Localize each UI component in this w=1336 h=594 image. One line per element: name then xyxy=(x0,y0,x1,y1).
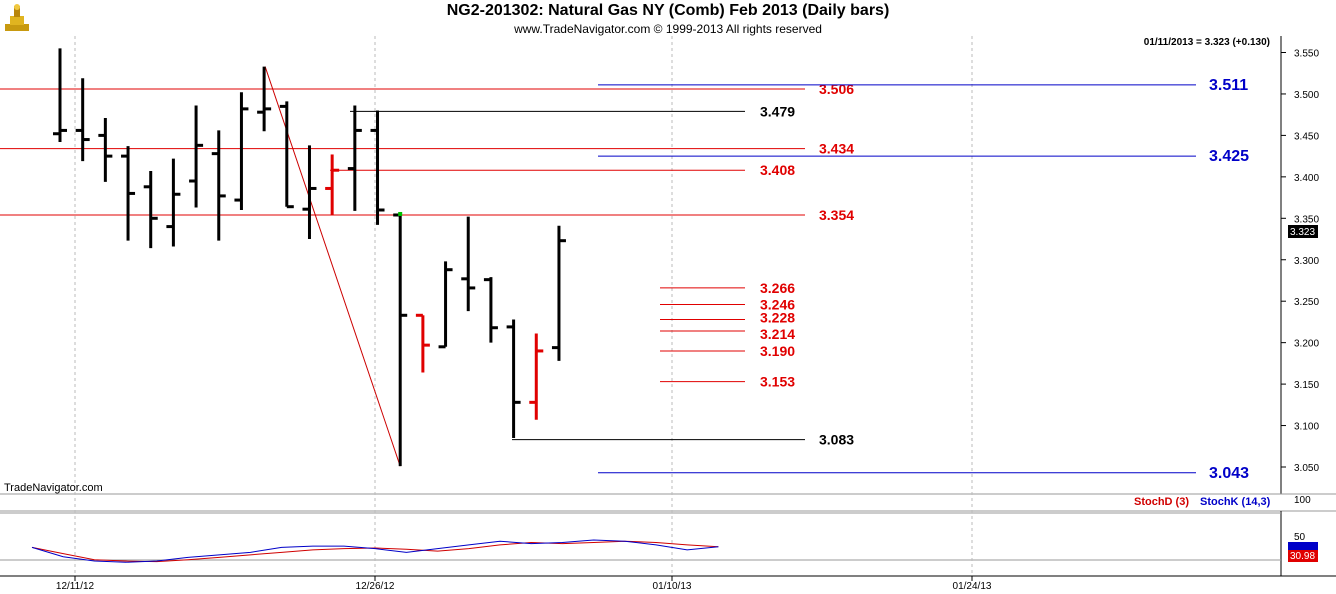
last-price-tag: 3.323 xyxy=(1290,227,1315,238)
ohlc-bar xyxy=(143,171,158,249)
signal-marker xyxy=(398,211,403,216)
ohlc-bar xyxy=(189,105,204,208)
ohlc-bar xyxy=(53,48,67,143)
level-label-3.228: 3.228 xyxy=(760,309,795,325)
stoch-line-stochk xyxy=(31,539,719,563)
legend-stochd: StochD (3) xyxy=(1134,496,1189,508)
ohlc-bar xyxy=(415,313,430,373)
stoch-value-tag: 30.98 xyxy=(1290,551,1315,562)
price-tick-label: 3.550 xyxy=(1294,49,1319,60)
ohlc-bar xyxy=(438,261,453,349)
level-label-3.214: 3.214 xyxy=(760,326,795,342)
ohlc-bar xyxy=(121,146,136,241)
ohlc-bar xyxy=(211,130,226,241)
ohlc-bar xyxy=(370,110,385,225)
stoch-tick-50: 50 xyxy=(1294,532,1306,543)
copyright-text: www.TradeNavigator.com © 1999-2013 All r… xyxy=(514,22,822,36)
price-tick-label: 3.200 xyxy=(1294,339,1319,350)
date-axis: 12/11/12 12/26/12 01/10/13 01/24/13 xyxy=(56,576,992,592)
ohlc-bar xyxy=(325,154,340,215)
ohlc-bar xyxy=(529,333,544,420)
level-label-3.408: 3.408 xyxy=(760,162,795,178)
level-label-3.266: 3.266 xyxy=(760,280,795,296)
ohlc-bar xyxy=(393,213,408,467)
price-tick-label: 3.350 xyxy=(1294,214,1319,225)
last-price-tag-bg xyxy=(1288,225,1318,238)
ohlc-bar xyxy=(461,216,476,312)
ohlc-bar xyxy=(98,117,113,182)
level-lines: 3.506 3.434 3.354 3.479 3.408 3.2663.2463.228… xyxy=(0,77,1249,482)
ohlc-bar xyxy=(551,225,566,361)
ohlc-bar xyxy=(75,78,90,162)
trade-navigator-logo-icon xyxy=(5,4,29,31)
chart-title: NG2-201302: Natural Gas NY (Comb) Feb 20… xyxy=(446,2,890,19)
level-label-3.190: 3.190 xyxy=(760,343,795,359)
stoch-k-tag xyxy=(1288,542,1318,550)
ohlc-bar xyxy=(279,101,294,209)
date-tick-label: 12/11/12 xyxy=(56,581,95,592)
ohlc-bar xyxy=(234,92,249,211)
date-tick-label: 12/26/12 xyxy=(356,581,395,592)
ohlc-bar xyxy=(302,145,317,240)
level-label-3.425: 3.425 xyxy=(1209,148,1249,165)
ohlc-bars xyxy=(53,48,566,467)
date-tick-label: 01/24/13 xyxy=(953,581,992,592)
level-label-3.434: 3.434 xyxy=(819,141,854,157)
price-tick-label: 3.400 xyxy=(1294,173,1319,184)
level-label-3.506: 3.506 xyxy=(819,81,854,97)
price-tick-label: 3.150 xyxy=(1294,380,1319,391)
level-label-3.511: 3.511 xyxy=(1209,77,1248,94)
level-label-3.153: 3.153 xyxy=(760,374,795,390)
price-tick-label: 3.450 xyxy=(1294,131,1319,142)
ohlc-bar xyxy=(506,319,521,438)
ohlc-bar xyxy=(166,158,181,247)
level-label-3.479: 3.479 xyxy=(760,103,795,119)
legend-stochk: StochK (14,3) xyxy=(1200,496,1271,508)
level-label-3.043: 3.043 xyxy=(1209,465,1249,482)
last-quote: 01/11/2013 = 3.323 (+0.130) xyxy=(1143,37,1270,48)
brand-label: TradeNavigator.com xyxy=(4,482,103,494)
stoch-tick-100: 100 xyxy=(1294,495,1311,506)
price-tick-label: 3.500 xyxy=(1294,90,1319,101)
level-label-3.246: 3.246 xyxy=(760,297,795,313)
vertical-gridlines xyxy=(74,36,973,576)
price-tick-label: 3.250 xyxy=(1294,297,1319,308)
price-tick-label: 3.100 xyxy=(1294,422,1319,433)
stoch-d-tag xyxy=(1288,550,1318,562)
price-tick-label: 3.300 xyxy=(1294,256,1319,267)
level-label-3.083: 3.083 xyxy=(819,432,854,448)
price-tick-label: 3.050 xyxy=(1294,463,1319,474)
price-axis: 3.050 3.100 3.150 3.200 3.250 3.300 3.350 3.400… xyxy=(1281,49,1319,474)
ohlc-bar xyxy=(483,277,498,343)
date-tick-label: 01/10/13 xyxy=(653,581,692,592)
ohlc-bar xyxy=(257,66,272,132)
ohlc-bar xyxy=(347,105,362,211)
level-label-3.354: 3.354 xyxy=(819,207,854,223)
stochastic-panel: 100 50 30.98 xyxy=(31,495,1318,563)
